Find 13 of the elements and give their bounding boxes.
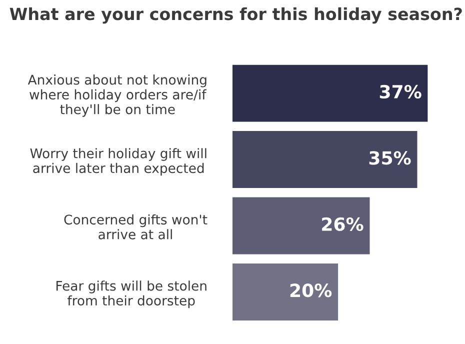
chart-title: What are your concerns for this holiday season? <box>10 7 462 24</box>
y-tick-label: Worry their holiday gift will arrive later than expected <box>30 148 206 176</box>
data-label: 26% <box>322 217 364 231</box>
y-tick-label: Fear gifts will be stolen from their doorstep <box>56 280 206 308</box>
bar <box>232 64 428 122</box>
bar <box>232 197 370 254</box>
y-tick-label: Concerned gifts won't arrive at all <box>64 214 208 240</box>
y-tick-label: Anxious about not knowing where holiday orders are/if they'll be on time <box>28 74 207 117</box>
data-label: 37% <box>380 84 422 99</box>
bar <box>232 131 418 188</box>
bar <box>232 263 338 320</box>
data-label: 20% <box>290 284 332 298</box>
data-label: 35% <box>369 151 411 165</box>
